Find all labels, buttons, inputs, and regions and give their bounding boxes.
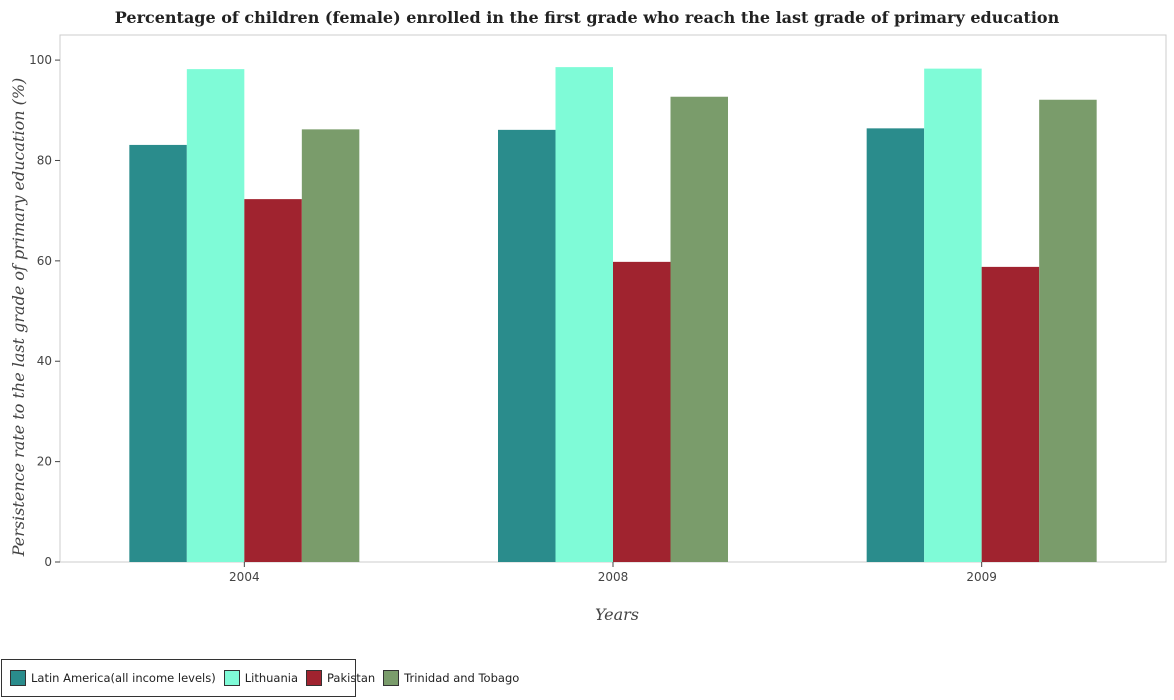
legend-item: Pakistan xyxy=(306,670,375,686)
legend-label: Trinidad and Tobago xyxy=(404,671,520,685)
y-tick-label: 100 xyxy=(29,53,52,67)
y-tick-label: 40 xyxy=(37,354,52,368)
legend-swatch xyxy=(223,670,240,686)
bar-trinidad-and-tobago-2004 xyxy=(301,129,360,562)
bar-trinidad-and-tobago-2008 xyxy=(670,96,728,562)
legend-swatch xyxy=(10,670,26,686)
bar-latin-america-all-income-levels--2004 xyxy=(129,144,187,562)
legend-item: Trinidad and Tobago xyxy=(383,670,519,686)
x-tick-label: 2004 xyxy=(229,570,260,584)
x-tick-label: 2008 xyxy=(598,570,629,584)
bar-latin-america-all-income-levels--2009 xyxy=(866,128,925,562)
x-axis-label: Years xyxy=(595,605,639,624)
y-tick-label: 60 xyxy=(37,254,52,268)
bar-lithuania-2004 xyxy=(186,69,245,563)
legend-swatch xyxy=(383,670,400,686)
y-tick-label: 80 xyxy=(37,153,52,167)
axes: 0 20 40 60 80 100 2004 2008 2009 xyxy=(29,34,1167,584)
legend-item: Lithuania xyxy=(223,670,298,686)
y-tick-label: 0 xyxy=(44,555,52,569)
bar-lithuania-2009 xyxy=(924,68,982,562)
legend-item: Latin America(all income levels) xyxy=(10,670,216,686)
legend-label: Pakistan xyxy=(327,671,376,685)
bar-latin-america-all-income-levels--2008 xyxy=(498,129,556,563)
bar-pakistan-2008 xyxy=(613,261,671,562)
legend-label: Lithuania xyxy=(244,671,298,685)
bars xyxy=(129,67,1097,563)
y-tick-label: 20 xyxy=(37,455,52,469)
legend-label: Latin America(all income levels) xyxy=(31,671,216,685)
x-tick-label: 2009 xyxy=(966,570,997,584)
y-axis-label: Persistence rate to the last grade of pr… xyxy=(9,78,28,558)
bar-pakistan-2004 xyxy=(244,199,302,562)
chart-title: Percentage of children (female) enrolled… xyxy=(114,8,1060,27)
legend: Latin America(all income levels) Lithuani… xyxy=(1,659,519,697)
bar-lithuania-2008 xyxy=(555,67,613,563)
bar-trinidad-and-tobago-2009 xyxy=(1039,99,1097,562)
legend-swatch xyxy=(306,670,322,686)
bar-pakistan-2009 xyxy=(981,266,1040,562)
